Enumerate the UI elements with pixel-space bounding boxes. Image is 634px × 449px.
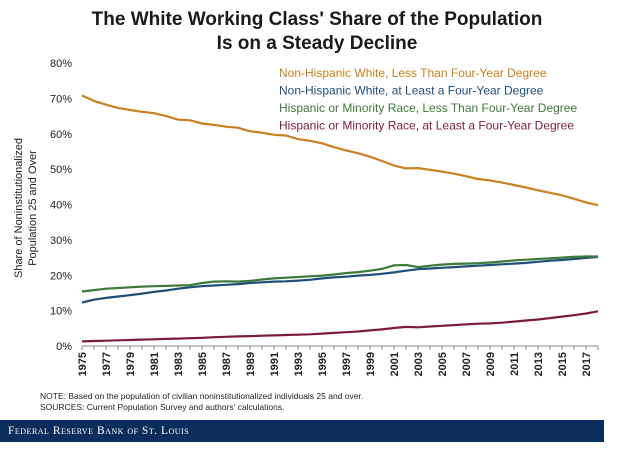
series-line-3 xyxy=(81,255,598,293)
legend-entry-2: Non-Hispanic White, at Least a Four-Year… xyxy=(279,84,544,98)
x-tick-label: 1987 xyxy=(221,352,233,376)
y-tick-label: 50% xyxy=(50,164,72,176)
x-tick-label: 2017 xyxy=(581,352,593,376)
x-tick-label: 1997 xyxy=(341,352,353,376)
x-tick-label: 2015 xyxy=(557,352,569,376)
chart-title-line-2: Is on a Steady Decline xyxy=(216,33,418,54)
series-line-4 xyxy=(81,310,599,343)
x-tick-label: 2011 xyxy=(509,352,521,376)
chart-notes: NOTE: Based on the population of civilia… xyxy=(40,391,363,413)
x-tick-label: 2007 xyxy=(461,352,473,376)
x-tick-label: 1985 xyxy=(197,352,209,376)
x-tick-label: 2001 xyxy=(389,352,401,376)
chart-title: The White Working Class' Share of the Po… xyxy=(0,8,634,56)
y-tick-label: 60% xyxy=(50,129,72,141)
x-tick-label: 1979 xyxy=(125,352,137,376)
x-tick-label: 2005 xyxy=(437,352,449,376)
footer-text: Federal Reserve Bank of St. Louis xyxy=(8,425,190,437)
chart-series-lines xyxy=(81,94,599,343)
x-tick-label: 1993 xyxy=(293,352,305,376)
x-tick-label: 1977 xyxy=(101,352,113,376)
x-tick-label: 2013 xyxy=(533,352,545,376)
legend-entry-1: Non-Hispanic White, Less Than Four-Year … xyxy=(279,66,547,80)
x-tick-label: 1989 xyxy=(245,352,257,376)
y-tick-label: 0% xyxy=(56,341,72,353)
chart-legend: Non-Hispanic White, Less Than Four-Year … xyxy=(279,66,577,133)
y-axis-label-line-1: Share of Noninstitutionalized xyxy=(13,138,25,278)
x-tick-label: 2003 xyxy=(413,352,425,376)
x-tick-label: 1983 xyxy=(173,352,185,376)
x-tick-label: 1981 xyxy=(149,352,161,376)
legend-entry-3: Hispanic or Minority Race, Less Than Fou… xyxy=(279,101,577,115)
footer-banner: Federal Reserve Bank of St. Louis xyxy=(0,420,604,442)
series-line-1 xyxy=(81,94,599,207)
note-text: NOTE: Based on the population of civilia… xyxy=(40,391,364,401)
y-axis-label-line-2: Population 25 and Over xyxy=(27,150,39,266)
x-tick-label: 2009 xyxy=(485,352,497,376)
y-tick-label: 80% xyxy=(50,58,72,70)
y-tick-label: 20% xyxy=(50,270,72,282)
x-tick-label: 1975 xyxy=(77,352,89,376)
series-line-2 xyxy=(81,255,599,304)
chart-axes: 0% 10% 20% 30% 40% 50% 60% 70% 80% 1975 1977 1979 19… xyxy=(50,58,599,376)
y-tick-label: 10% xyxy=(50,306,72,318)
x-tick-label: 1991 xyxy=(269,352,281,376)
x-tick-label: 1999 xyxy=(365,352,377,376)
y-tick-label: 40% xyxy=(50,200,72,212)
y-tick-label: 30% xyxy=(50,235,72,247)
x-tick-label: 1995 xyxy=(317,352,329,376)
sources-text: SOURCES: Current Population Survey and a… xyxy=(40,402,285,412)
y-tick-label: 70% xyxy=(50,93,72,105)
chart-title-line-1: The White Working Class' Share of the Po… xyxy=(91,9,543,30)
legend-entry-4: Hispanic or Minority Race, at Least a Fo… xyxy=(279,119,574,133)
